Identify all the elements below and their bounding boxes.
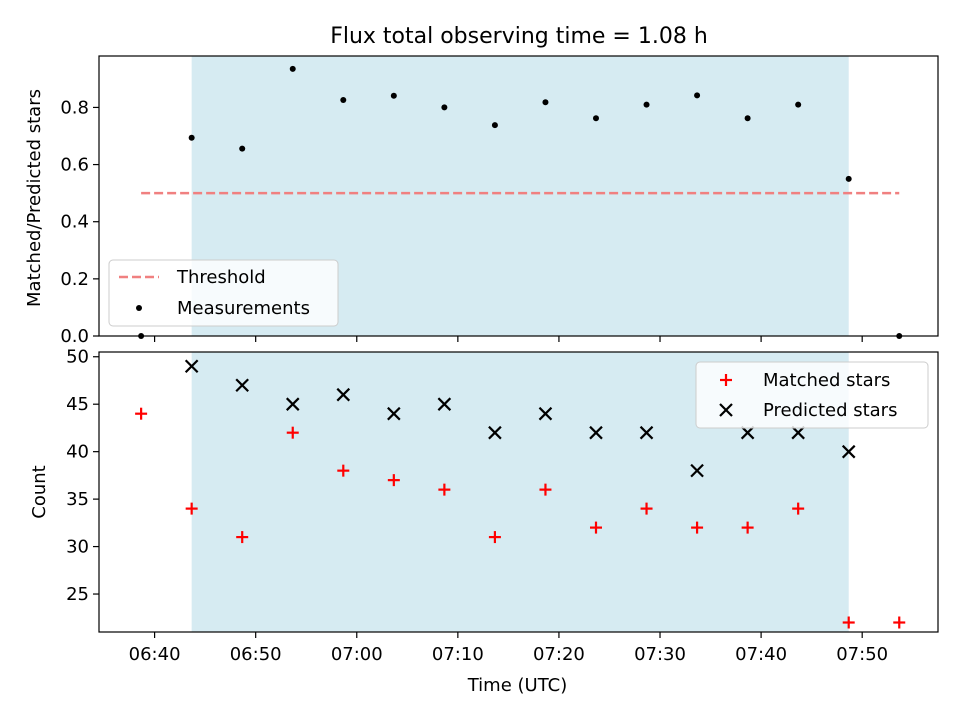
legend-threshold-label: Threshold: [176, 267, 266, 288]
x-tick-label: 07:40: [735, 644, 787, 665]
measurement-point: [744, 115, 751, 122]
measurement-point: [289, 65, 296, 72]
measurement-point: [592, 115, 599, 122]
matched-star-point: [488, 531, 501, 544]
count-y-ticks: 25 30 35 40 45 50: [66, 347, 99, 605]
y-tick-label: 30: [66, 537, 89, 558]
predicted-star-point: [589, 425, 603, 440]
count-legend: Matched stars Predicted stars: [695, 361, 929, 429]
predicted-star-point: [841, 444, 856, 459]
measurement-point: [188, 134, 195, 141]
x-tick-label: 07:20: [533, 644, 585, 665]
legend-measurements-swatch: [136, 305, 142, 311]
x-tick-label: 07:00: [331, 644, 383, 665]
matched-star-point: [135, 407, 148, 420]
legend-plus-marker: [720, 374, 732, 386]
legend-x-marker: [719, 403, 733, 417]
matched-star-point: [286, 426, 299, 439]
y-tick-label: 0.0: [60, 326, 89, 347]
matched-star-point: [438, 483, 451, 496]
chart-title: Flux total observing time = 1.08 h: [330, 24, 708, 49]
measurement-point: [491, 122, 498, 129]
matched-star-point: [640, 502, 653, 515]
matched-star-point: [792, 502, 805, 515]
predicted-star-point: [538, 406, 553, 421]
y-tick-label: 0.8: [60, 97, 89, 118]
predicted-star-point: [690, 463, 704, 478]
predicted-star-point: [235, 378, 249, 392]
matched-star-point: [741, 521, 754, 534]
predicted-star-point: [639, 425, 654, 440]
predicted-star-point: [437, 397, 452, 411]
predicted-star-point: [285, 397, 300, 411]
y-tick-label: 0.4: [60, 212, 89, 233]
matched-star-point: [185, 502, 198, 515]
legend-predicted-swatch: [719, 403, 733, 417]
x-axis-label: Time (UTC): [467, 675, 568, 696]
count-legend-box: [695, 361, 929, 429]
predicted-star-point: [740, 425, 755, 440]
matched-star-point: [691, 521, 704, 534]
measurement-point: [239, 145, 246, 152]
measurement-point: [845, 175, 852, 182]
count-panel: 25 30 35 40 45 50 06:40 06:50 07:00 07:10 07:20 07…: [29, 347, 939, 696]
measurement-point: [795, 101, 802, 108]
legend-measurements-label: Measurements: [177, 298, 310, 319]
measurement-point: [441, 104, 448, 111]
measurement-point: [390, 92, 397, 99]
matched-star-point: [893, 616, 906, 629]
measurement-point: [340, 97, 347, 103]
x-tick-label: 06:40: [129, 644, 181, 665]
count-points: [135, 359, 906, 629]
matched-star-point: [842, 616, 855, 629]
predicted-star-point: [791, 425, 805, 440]
legend-matched-swatch: [720, 374, 732, 386]
predicted-star-point: [184, 359, 199, 374]
ratio-panel: 0.00.20.40.60.8 Matched/Predicted stars …: [24, 55, 939, 347]
predicted-star-point: [387, 406, 401, 421]
x-tick-label: 07:30: [634, 644, 686, 665]
y-tick-label: 0.6: [60, 155, 89, 176]
y-tick-label: 40: [66, 442, 89, 463]
predicted-star-point: [488, 425, 502, 440]
predicted-star-point: [336, 387, 351, 402]
ratio-y-axis-label: Matched/Predicted stars: [24, 89, 45, 307]
measurement-point: [694, 92, 701, 99]
y-tick-label: 45: [66, 394, 89, 415]
count-axes-frame: [98, 351, 939, 633]
legend-matched-label: Matched stars: [763, 370, 890, 391]
matched-star-point: [337, 464, 350, 477]
measurement-point: [542, 99, 549, 106]
y-tick-label: 25: [66, 584, 89, 605]
measurement-point: [643, 101, 650, 108]
ratio-legend: Threshold Measurements: [108, 259, 339, 327]
count-y-axis-label: Count: [29, 465, 50, 518]
matched-star-point: [236, 531, 249, 544]
ratio-x-ticks: [153, 336, 863, 342]
x-tick-label: 06:50: [230, 644, 282, 665]
y-tick-label: 35: [66, 489, 89, 510]
y-tick-label: 50: [66, 347, 89, 368]
x-tick-label: 07:10: [432, 644, 484, 665]
ratio-y-ticks: 0.0 0.2 0.4 0.6 0.8: [60, 97, 99, 347]
matched-star-point: [539, 483, 552, 496]
count-x-ticks: 06:40 06:50 07:00 07:10 07:20 07:30 07:40 07:50: [129, 632, 888, 665]
x-tick-label: 07:50: [836, 644, 888, 665]
matched-star-point: [387, 474, 400, 487]
legend-predicted-label: Predicted stars: [763, 400, 897, 421]
matched-star-point: [589, 521, 602, 534]
y-tick-label: 0.2: [60, 269, 89, 290]
ratio-axes-frame: [98, 55, 939, 337]
ratio-legend-box: [108, 259, 339, 327]
